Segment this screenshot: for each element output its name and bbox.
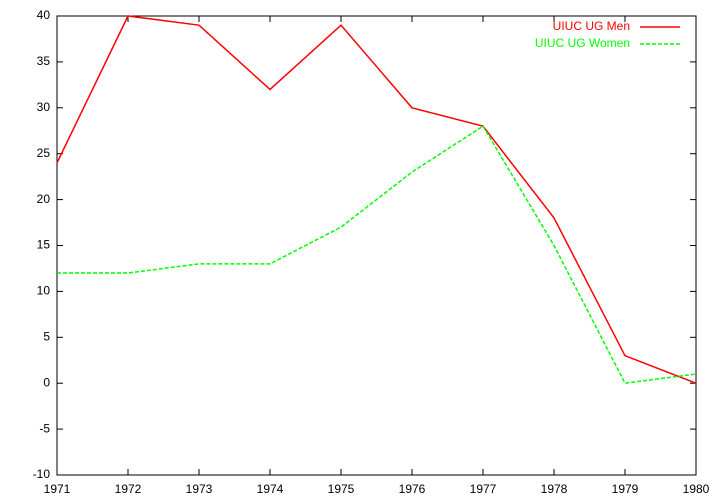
series-line (57, 125, 697, 385)
y-tick-label: 15 (37, 238, 51, 252)
y-tick-label: 20 (37, 192, 51, 206)
legend-label: UIUC UG Men (553, 19, 630, 33)
y-tick-label: 40 (37, 8, 51, 22)
x-tick-label: 1974 (257, 482, 284, 496)
x-tick-label: 1976 (399, 482, 426, 496)
y-tick-label: 25 (37, 146, 51, 160)
y-tick-label: 35 (37, 54, 51, 68)
x-tick-label: 1980 (683, 482, 710, 496)
x-tick-label: 1978 (541, 482, 568, 496)
y-tick-label: 10 (37, 284, 51, 298)
y-tick-label: -10 (33, 467, 51, 481)
plot-frame (56, 15, 697, 476)
x-tick-label: 1979 (612, 482, 639, 496)
y-tick-label: -5 (39, 421, 50, 435)
x-tick-label: 1973 (186, 482, 213, 496)
legend-label: UIUC UG Women (535, 36, 630, 50)
y-tick-label: 5 (43, 329, 50, 343)
series-line (56, 15, 697, 384)
y-tick-label: 30 (37, 100, 51, 114)
x-tick-label: 1971 (44, 482, 71, 496)
x-tick-label: 1972 (115, 482, 142, 496)
x-tick-label: 1977 (470, 482, 497, 496)
y-tick-label: 0 (43, 375, 50, 389)
x-tick-label: 1975 (328, 482, 355, 496)
